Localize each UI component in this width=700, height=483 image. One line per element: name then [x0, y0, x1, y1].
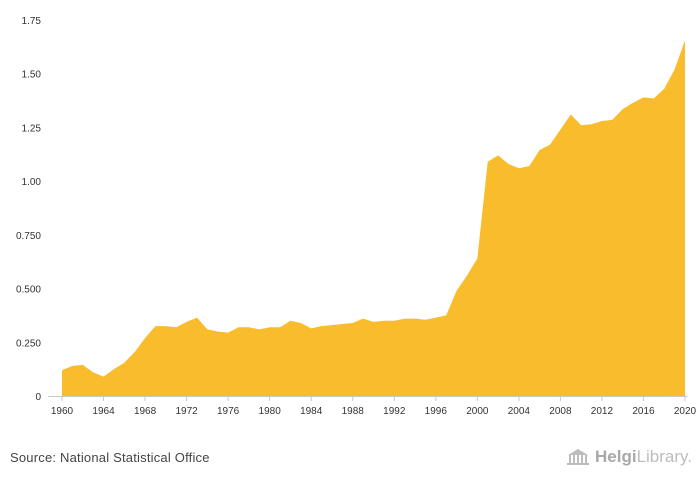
x-tick-label: 1988	[342, 406, 365, 417]
x-tick-label: 2008	[549, 406, 572, 417]
x-tick-label: 1984	[300, 406, 323, 417]
brand-name-bold: Helgi	[595, 447, 637, 466]
y-tick-label: 1.50	[22, 70, 42, 81]
x-tick-label: 1980	[259, 406, 282, 417]
x-tick-label: 1972	[175, 406, 198, 417]
y-tick-label: 1.25	[22, 123, 42, 134]
x-tick-label: 2012	[591, 406, 614, 417]
x-tick-label: 2000	[466, 406, 489, 417]
library-building-icon	[567, 449, 589, 465]
brand-logo: Helgi Library.	[565, 447, 692, 467]
y-axis: 0 0.250 0.500 0.750 1.00 1.25 1.50 1.75	[16, 16, 41, 403]
brand-name-light: Library.	[636, 447, 692, 466]
series-area	[62, 40, 685, 396]
x-tick-label: 1964	[92, 406, 115, 417]
y-tick-label: 0.750	[16, 231, 41, 242]
y-tick-label: 0.500	[16, 285, 41, 296]
x-tick-label: 2004	[508, 406, 531, 417]
x-axis: 1960 1964 1968 1972 1976 1980 1984 1988 1992 1996…	[51, 396, 697, 417]
x-tick-label: 2016	[632, 406, 655, 417]
source-note: Source: National Statistical Office	[10, 450, 210, 465]
x-tick-label: 1996	[425, 406, 448, 417]
x-tick-label: 1968	[134, 406, 157, 417]
y-tick-label: 1.00	[22, 177, 42, 188]
x-tick-label: 1960	[51, 406, 74, 417]
y-tick-label: 0	[35, 392, 41, 403]
y-tick-label: 0.250	[16, 338, 41, 349]
x-tick-label: 1992	[383, 406, 406, 417]
x-tick-label: 1976	[217, 406, 240, 417]
x-tick-label: 2020	[674, 406, 697, 417]
y-tick-label: 1.75	[22, 16, 42, 27]
